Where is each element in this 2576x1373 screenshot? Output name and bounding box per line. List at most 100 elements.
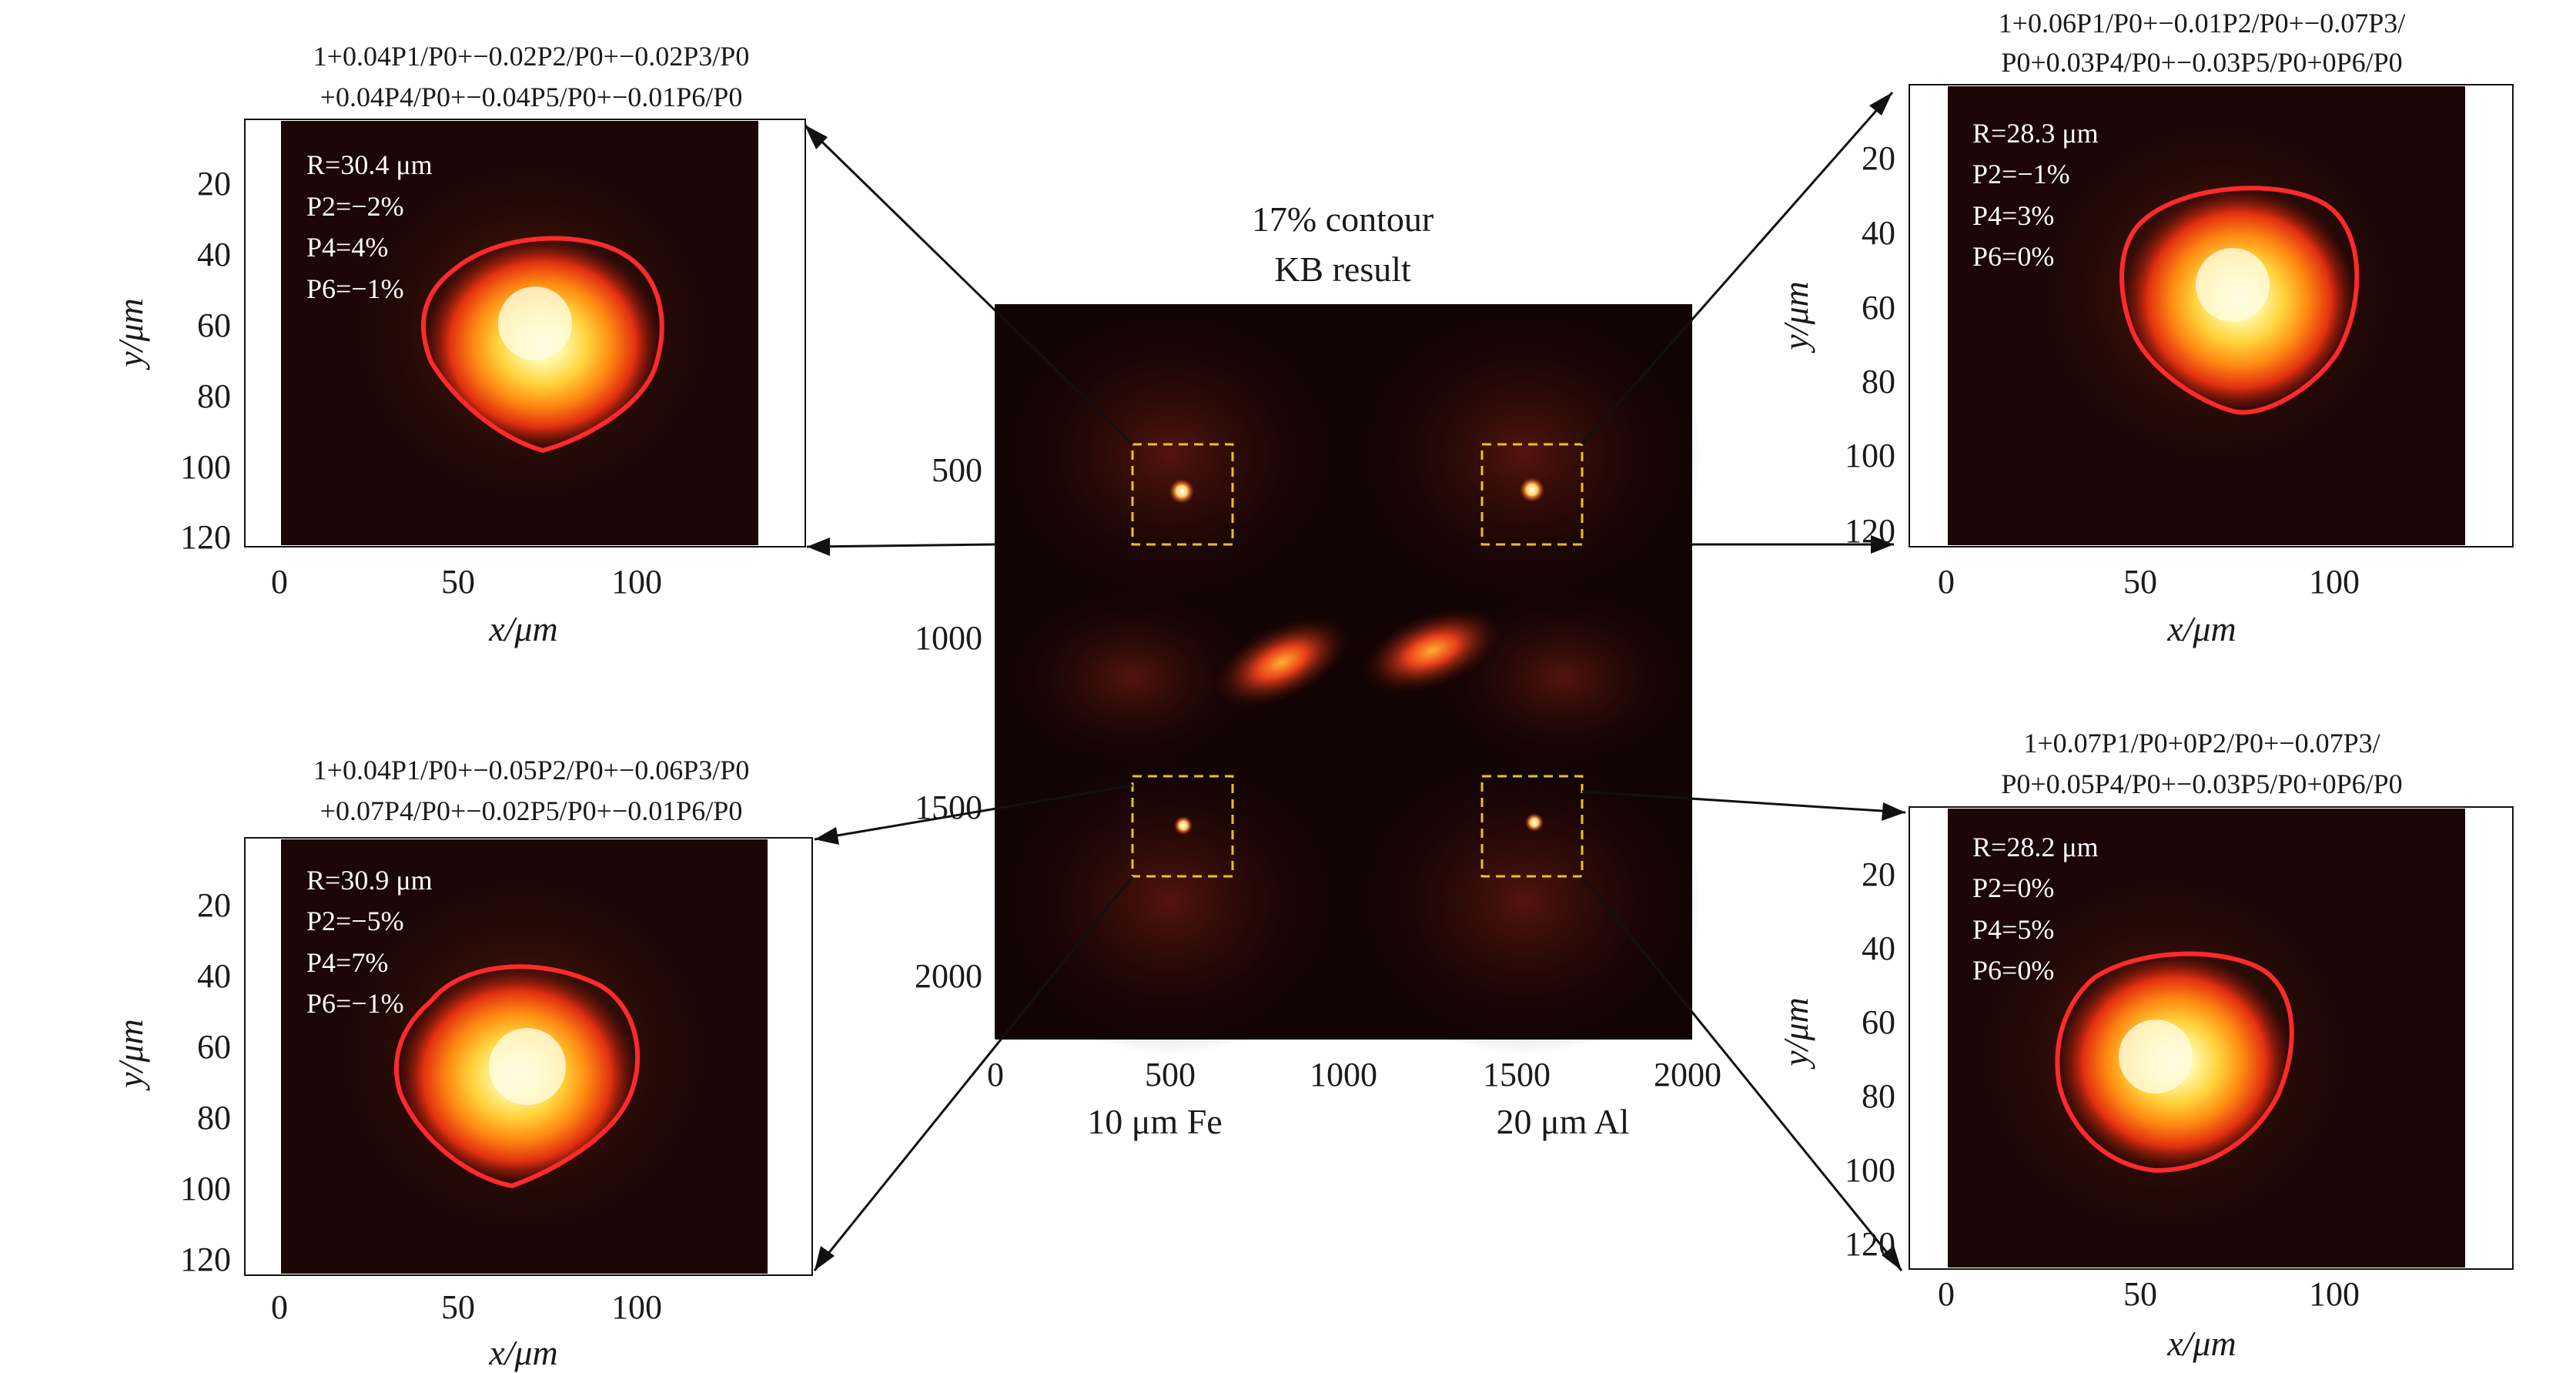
faint-lobe [1347, 747, 1701, 1055]
center-xtick: 1500 [1483, 1056, 1551, 1093]
formula-line1: 1+0.04P1/P0+−0.02P2/P0+−0.02P3/P0 [313, 41, 750, 72]
hot-core [489, 1028, 566, 1105]
p6-label: P6=−1% [306, 273, 404, 304]
p4-label: P4=5% [1972, 914, 2054, 945]
ytick: 20 [197, 165, 231, 203]
radius-label: R=30.9 μm [306, 865, 433, 896]
spot-al-top [1520, 477, 1544, 502]
y-axis-label: y/μm [1776, 281, 1815, 353]
hot-core [2119, 1020, 2193, 1093]
xtick: 50 [2123, 1275, 2157, 1313]
ytick: 120 [1845, 512, 1895, 550]
formula-line2: +0.07P4/P0+−0.02P5/P0+−0.01P6/P0 [320, 795, 743, 826]
xtick: 100 [611, 1288, 662, 1326]
center-xtick: 1000 [1310, 1056, 1377, 1093]
center-title-line2: KB result [1274, 249, 1411, 289]
faint-lobe [1001, 585, 1263, 770]
formula-line2: P0+0.03P4/P0+−0.03P5/P0+0P6/P0 [2001, 47, 2402, 78]
formula-line1: 1+0.06P1/P0+−0.01P2/P0+−0.07P3/ [1999, 8, 2406, 39]
xtick: 100 [2309, 563, 2360, 601]
panel-bottom-right: 1+0.07P1/P0+0P2/P0+−0.07P3/ P0+0.05P4/P0… [1776, 728, 2514, 1363]
ytick: 100 [1845, 437, 1895, 474]
roi-box-bottom-left [1131, 775, 1234, 878]
ytick: 40 [197, 236, 231, 273]
ytick: 20 [197, 886, 231, 924]
connector-arrows [803, 92, 1906, 1271]
radius-label: R=30.4 μm [306, 149, 433, 180]
ytick: 80 [197, 1099, 231, 1137]
y-axis-label: y/μm [111, 298, 150, 370]
formula-line1: 1+0.07P1/P0+0P2/P0+−0.07P3/ [2023, 728, 2380, 758]
center-axes [995, 304, 1692, 1040]
spot-al-bottom [1525, 813, 1544, 832]
ytick: 100 [180, 1170, 231, 1207]
p2-label: P2=−2% [306, 191, 404, 222]
xtick: 50 [441, 1288, 475, 1326]
roi-box-top-right [1480, 443, 1584, 546]
center-xtick: 2000 [1654, 1056, 1721, 1093]
center-label-left: 10 μm Fe [1087, 1102, 1222, 1141]
roi-box-top-left [1131, 443, 1234, 546]
ytick: 80 [197, 377, 231, 415]
ytick: 20 [1862, 139, 1895, 177]
center-plot: 17% contour KB result 0 500 1000 1500 20 [915, 199, 1721, 1141]
bright-lobe-left [1213, 616, 1350, 708]
xtick: 50 [2123, 563, 2157, 601]
ytick: 40 [197, 957, 231, 995]
radius-label: R=28.3 μm [1972, 118, 2099, 149]
p2-label: P2=0% [1972, 872, 2054, 903]
xtick: 0 [1938, 1275, 1955, 1313]
x-axis-label: x/μm [2166, 1324, 2236, 1363]
center-title-line1: 17% contour [1252, 199, 1434, 239]
ytick: 60 [197, 306, 231, 344]
center-ytick: 1000 [915, 619, 982, 657]
p4-label: P4=7% [306, 947, 388, 978]
ytick: 80 [1862, 1077, 1895, 1115]
faint-lobe [993, 300, 1347, 608]
ytick: 60 [197, 1028, 231, 1066]
ytick: 100 [180, 448, 231, 486]
p6-label: P6=0% [1972, 241, 2054, 272]
p6-label: P6=−1% [306, 988, 404, 1019]
p2-label: P2=−1% [1972, 159, 2070, 189]
y-axis-label: y/μm [1776, 997, 1815, 1070]
ytick: 120 [180, 1241, 231, 1278]
ytick: 40 [1862, 929, 1895, 967]
center-label-right: 20 μm Al [1497, 1102, 1630, 1141]
spot-fe-bottom [1174, 816, 1193, 835]
x-axis-label: x/μm [488, 1333, 558, 1372]
xtick: 0 [1938, 563, 1955, 601]
ytick: 40 [1862, 214, 1895, 252]
xtick: 0 [271, 563, 288, 601]
x-axis-label: x/μm [2166, 609, 2236, 648]
p4-label: P4=3% [1972, 200, 2054, 231]
center-xtick: 0 [987, 1056, 1004, 1093]
faint-lobe [993, 747, 1347, 1055]
hot-core [498, 286, 572, 360]
ytick: 60 [1862, 289, 1895, 327]
bright-lobe-right [1362, 608, 1502, 694]
spot-fe-top [1169, 479, 1194, 504]
p2-label: P2=−5% [306, 906, 404, 936]
x-axis-label: x/μm [488, 609, 558, 648]
panel-bottom-left: 1+0.04P1/P0+−0.05P2/P0+−0.06P3/P0 +0.07P… [111, 755, 813, 1372]
faint-lobe [1347, 300, 1701, 608]
formula-line2: P0+0.05P4/P0+−0.03P5/P0+0P6/P0 [2001, 769, 2402, 799]
ytick: 80 [1862, 363, 1895, 400]
roi-box-bottom-right [1480, 775, 1584, 878]
center-xtick: 500 [1145, 1056, 1196, 1093]
panel-top-right: 1+0.06P1/P0+−0.01P2/P0+−0.07P3/ P0+0.03P… [1776, 8, 2514, 648]
xtick: 100 [611, 563, 662, 601]
ytick: 120 [1845, 1225, 1895, 1263]
radius-label: R=28.2 μm [1972, 832, 2099, 862]
xtick: 50 [441, 563, 475, 601]
xtick: 100 [2309, 1275, 2360, 1313]
ytick: 20 [1862, 856, 1895, 893]
panel-top-left: 1+0.04P1/P0+−0.02P2/P0+−0.02P3/P0 +0.04P… [111, 41, 806, 648]
ytick: 120 [180, 518, 231, 556]
ytick: 60 [1862, 1003, 1895, 1041]
xtick: 0 [271, 1288, 288, 1326]
center-ytick: 500 [932, 451, 982, 489]
y-axis-label: y/μm [111, 1019, 150, 1091]
